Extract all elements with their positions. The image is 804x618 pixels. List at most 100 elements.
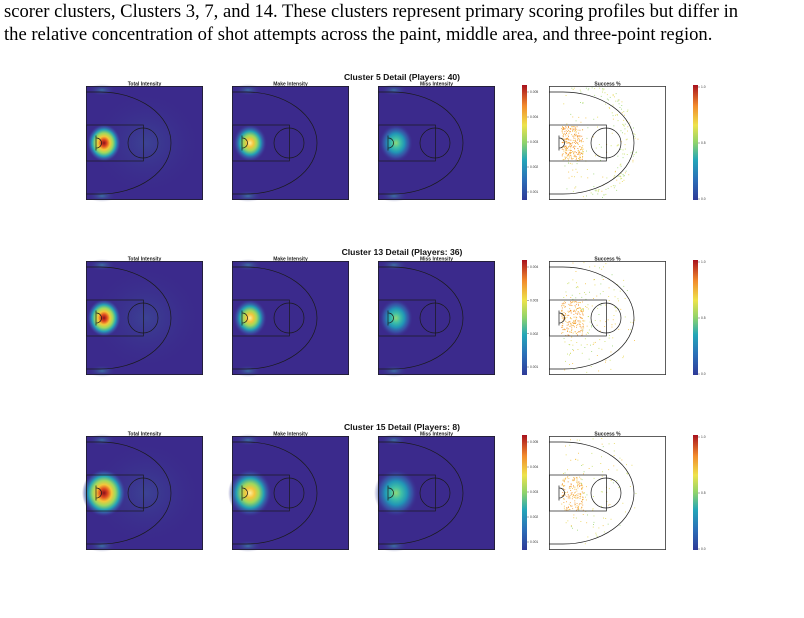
shot-point [583, 151, 584, 153]
shot-point [563, 329, 565, 331]
corner-glow [380, 434, 408, 446]
shot-point [577, 144, 579, 145]
panel-title: Success % [594, 257, 621, 263]
shot-point [571, 498, 573, 500]
shot-point [632, 161, 634, 163]
shot-point [586, 486, 587, 488]
shot-point [564, 128, 566, 130]
shot-point [579, 151, 581, 153]
shot-point [573, 368, 575, 370]
shot-point [577, 481, 579, 483]
shot-point [565, 313, 566, 315]
shot-point [561, 332, 563, 334]
shot-point [569, 317, 571, 319]
shot-point [593, 186, 595, 187]
shot-point [578, 312, 580, 314]
shot-point [570, 317, 571, 318]
shot-point [561, 153, 563, 155]
panel-title: Make Intensity [273, 432, 308, 438]
shot-point [582, 496, 583, 498]
shot-point [625, 511, 626, 513]
shot-point [575, 120, 577, 122]
shot-point [563, 128, 565, 130]
shot-point [592, 136, 594, 138]
shot-point [633, 136, 635, 138]
shot-point [594, 265, 596, 267]
shot-point [608, 504, 610, 506]
shot-point [594, 88, 596, 90]
shot-point [566, 501, 567, 503]
shot-point [619, 290, 621, 292]
shot-point [573, 325, 575, 327]
panel-title: Miss Intensity [420, 432, 453, 438]
shot-point [573, 514, 575, 516]
shot-point [634, 134, 636, 136]
shot-point [574, 145, 576, 147]
shot-point [571, 175, 573, 177]
shot-point [566, 141, 567, 143]
shot-point [578, 507, 579, 509]
shot-point [579, 146, 581, 148]
cluster-row-3: Cluster 15 Detail (Players: 8) Total Inte… [82, 422, 706, 552]
intensity-panel-1: Total Intensity [86, 82, 204, 202]
shot-point [608, 469, 610, 471]
shot-point [568, 496, 570, 498]
shot-point [567, 497, 569, 499]
shot-point [564, 318, 566, 319]
shot-point [568, 508, 570, 510]
shot-point [612, 95, 614, 97]
shot-point [562, 329, 564, 331]
shot-point [622, 153, 624, 155]
panel-title: Make Intensity [273, 257, 308, 263]
shot-point [570, 147, 572, 149]
shot-point [571, 143, 573, 145]
shot-point [618, 328, 620, 330]
shot-point [561, 310, 562, 312]
panel-title: Total Intensity [128, 257, 162, 263]
shot-point [565, 130, 567, 132]
shot-point [579, 476, 581, 478]
shot-point [610, 518, 612, 520]
shot-point [561, 138, 563, 140]
shot-point [591, 351, 593, 352]
shot-point [613, 443, 615, 444]
shot-point [595, 534, 597, 536]
shot-point [574, 504, 576, 506]
shot-point [616, 145, 618, 147]
shot-point [577, 150, 579, 152]
shot-point [564, 492, 566, 494]
shot-point [580, 321, 582, 323]
intensity-panel-2: Make Intensity [232, 82, 349, 202]
shot-point [576, 494, 577, 496]
shot-point [568, 321, 570, 323]
shot-point [576, 481, 578, 483]
shot-point [572, 488, 573, 489]
shot-point [605, 304, 607, 306]
shot-point [563, 297, 565, 298]
shot-point [579, 155, 581, 157]
shot-point [575, 477, 577, 479]
shot-point [619, 182, 621, 184]
shot-point [578, 506, 579, 508]
shot-point [571, 324, 573, 326]
shot-point [602, 291, 604, 292]
shot-point [615, 307, 616, 309]
shot-point [589, 321, 591, 323]
shot-point [607, 319, 609, 321]
shot-point [624, 123, 626, 125]
shot-point [597, 193, 599, 195]
success-colorbar [693, 260, 698, 375]
shot-point [594, 189, 596, 191]
shot-point [564, 478, 566, 480]
shot-point [619, 175, 621, 177]
shot-point [623, 279, 625, 281]
shot-point [623, 179, 625, 181]
shot-point [570, 139, 572, 141]
shot-point [569, 304, 571, 306]
shot-point [580, 302, 581, 304]
shot-point [586, 325, 588, 327]
shot-point [572, 349, 574, 350]
shot-point [575, 488, 577, 490]
shot-point [569, 344, 571, 346]
shot-point [574, 322, 576, 324]
